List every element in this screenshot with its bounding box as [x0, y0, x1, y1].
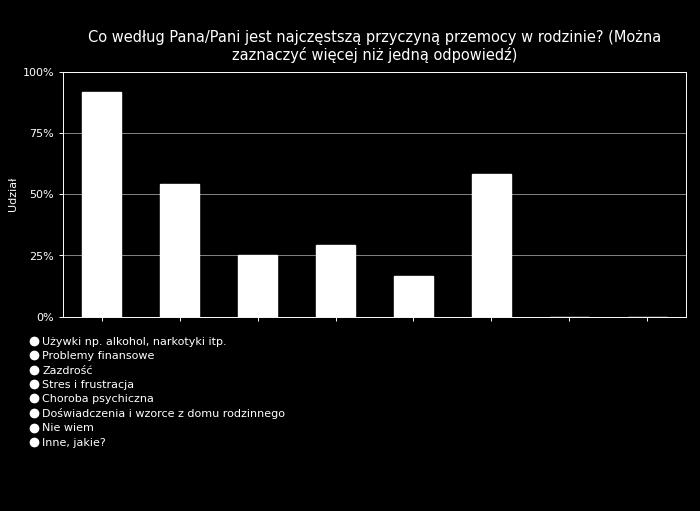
Bar [83, 92, 121, 317]
Bar [394, 276, 433, 317]
Bar [238, 256, 277, 317]
Bar [316, 245, 355, 317]
Title: Co według Pana/Pani jest najczęstszą przyczyną przemocy w rodzinie? (Można
zazna: Co według Pana/Pani jest najczęstszą prz… [88, 30, 661, 63]
Y-axis label: Udział: Udział [8, 177, 18, 212]
Bar [472, 174, 511, 317]
Legend: Używki np. alkohol, narkotyki itp., Problemy finansowe, Zazdrość, Stres i frustr: Używki np. alkohol, narkotyki itp., Prob… [32, 337, 286, 448]
Bar [160, 184, 200, 317]
